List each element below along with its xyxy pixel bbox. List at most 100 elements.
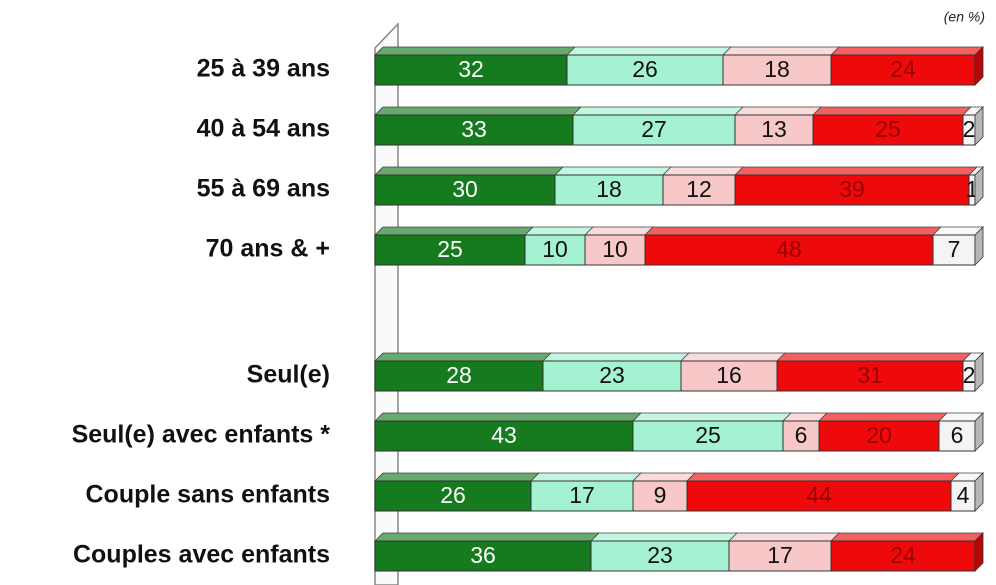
bar-top — [728, 532, 840, 542]
value-label: 23 — [599, 362, 625, 388]
bar-side — [974, 532, 984, 572]
bar-top — [812, 106, 972, 116]
bar-side — [974, 412, 984, 452]
bar-segment — [374, 420, 634, 452]
value-label: 26 — [632, 56, 658, 82]
bar-top — [530, 472, 642, 482]
value-label: 26 — [440, 482, 466, 508]
bar-segment — [782, 420, 820, 452]
category-label: 25 à 39 ans — [197, 55, 330, 83]
value-label: 30 — [452, 176, 478, 202]
bar-top — [572, 106, 744, 116]
bar-segment — [542, 360, 682, 392]
value-label: 10 — [602, 236, 628, 262]
bar-segment — [818, 420, 940, 452]
bar-segment — [662, 174, 736, 206]
bar-top — [734, 106, 822, 116]
bar-top — [632, 472, 696, 482]
bar-top — [524, 226, 594, 236]
bar-top — [722, 46, 840, 56]
bar-segment — [530, 480, 634, 512]
value-label: 33 — [461, 116, 487, 142]
value-label: 17 — [569, 482, 595, 508]
bar-top — [374, 532, 600, 542]
bar-segment — [938, 420, 976, 452]
value-label: 31 — [857, 362, 883, 388]
bar-top — [374, 106, 582, 116]
bar-side — [974, 106, 984, 146]
bar-side — [974, 166, 984, 206]
bar-segment — [950, 480, 976, 512]
bar-top — [584, 226, 654, 236]
bar-segment — [374, 174, 556, 206]
bar-segment — [374, 480, 532, 512]
value-label: 43 — [491, 422, 517, 448]
category-label: 40 à 54 ans — [197, 115, 330, 143]
value-label: 24 — [890, 56, 916, 82]
bar-top — [644, 226, 942, 236]
value-label: 7 — [948, 236, 961, 262]
value-label: 24 — [890, 542, 916, 568]
bar-top — [830, 532, 984, 542]
value-label: 12 — [686, 176, 712, 202]
bar-segment — [374, 234, 526, 266]
bar-top — [542, 352, 690, 362]
bar-segment — [374, 114, 574, 146]
value-label: 18 — [764, 56, 790, 82]
bar-segment — [722, 54, 832, 86]
bar-segment — [686, 480, 952, 512]
bar-segment — [584, 234, 646, 266]
bar-segment — [632, 480, 688, 512]
category-label: Seul(e) avec enfants * — [72, 421, 331, 449]
value-label: 2 — [963, 116, 976, 142]
bar-top — [686, 472, 960, 482]
value-label: 44 — [806, 482, 832, 508]
value-label: 4 — [957, 482, 970, 508]
value-label: 25 — [437, 236, 463, 262]
bar-top — [374, 352, 552, 362]
value-label: 25 — [875, 116, 901, 142]
category-label: Couples avec enfants — [73, 541, 330, 569]
value-label: 25 — [695, 422, 721, 448]
bar-segment — [734, 174, 970, 206]
bar-top — [374, 226, 534, 236]
bar-top — [932, 226, 984, 236]
category-label: Couple sans enfants — [86, 481, 331, 509]
value-label: 2 — [963, 362, 976, 388]
bar-top — [662, 166, 744, 176]
bar-segment — [524, 234, 586, 266]
bar-top — [734, 166, 978, 176]
value-label: 13 — [761, 116, 787, 142]
bar-segment — [734, 114, 814, 146]
value-label: 6 — [951, 422, 964, 448]
bar-segment — [644, 234, 934, 266]
bar-top — [830, 46, 984, 56]
bar-segment — [374, 54, 568, 86]
value-label: 32 — [458, 56, 484, 82]
category-label: 55 à 69 ans — [197, 175, 330, 203]
bar-top — [374, 412, 642, 422]
value-label: 27 — [641, 116, 667, 142]
bar-segment — [632, 420, 784, 452]
bar-top — [680, 352, 786, 362]
bar-top — [374, 46, 576, 56]
value-label: 18 — [596, 176, 622, 202]
bar-side — [974, 226, 984, 266]
bar-top — [818, 412, 948, 422]
category-label: Seul(e) — [247, 361, 330, 389]
bar-top — [590, 532, 738, 542]
category-label: 70 ans & + — [206, 235, 330, 263]
value-label: 9 — [654, 482, 667, 508]
bar-top — [566, 46, 732, 56]
bar-top — [554, 166, 672, 176]
bar-segment — [830, 54, 976, 86]
bar-top — [632, 412, 792, 422]
bar-side — [974, 46, 984, 86]
bar-top — [374, 166, 564, 176]
annotation: (en %) — [944, 9, 985, 25]
bar-side — [974, 352, 984, 392]
value-label: 23 — [647, 542, 673, 568]
value-label: 20 — [866, 422, 892, 448]
value-label: 17 — [767, 542, 793, 568]
